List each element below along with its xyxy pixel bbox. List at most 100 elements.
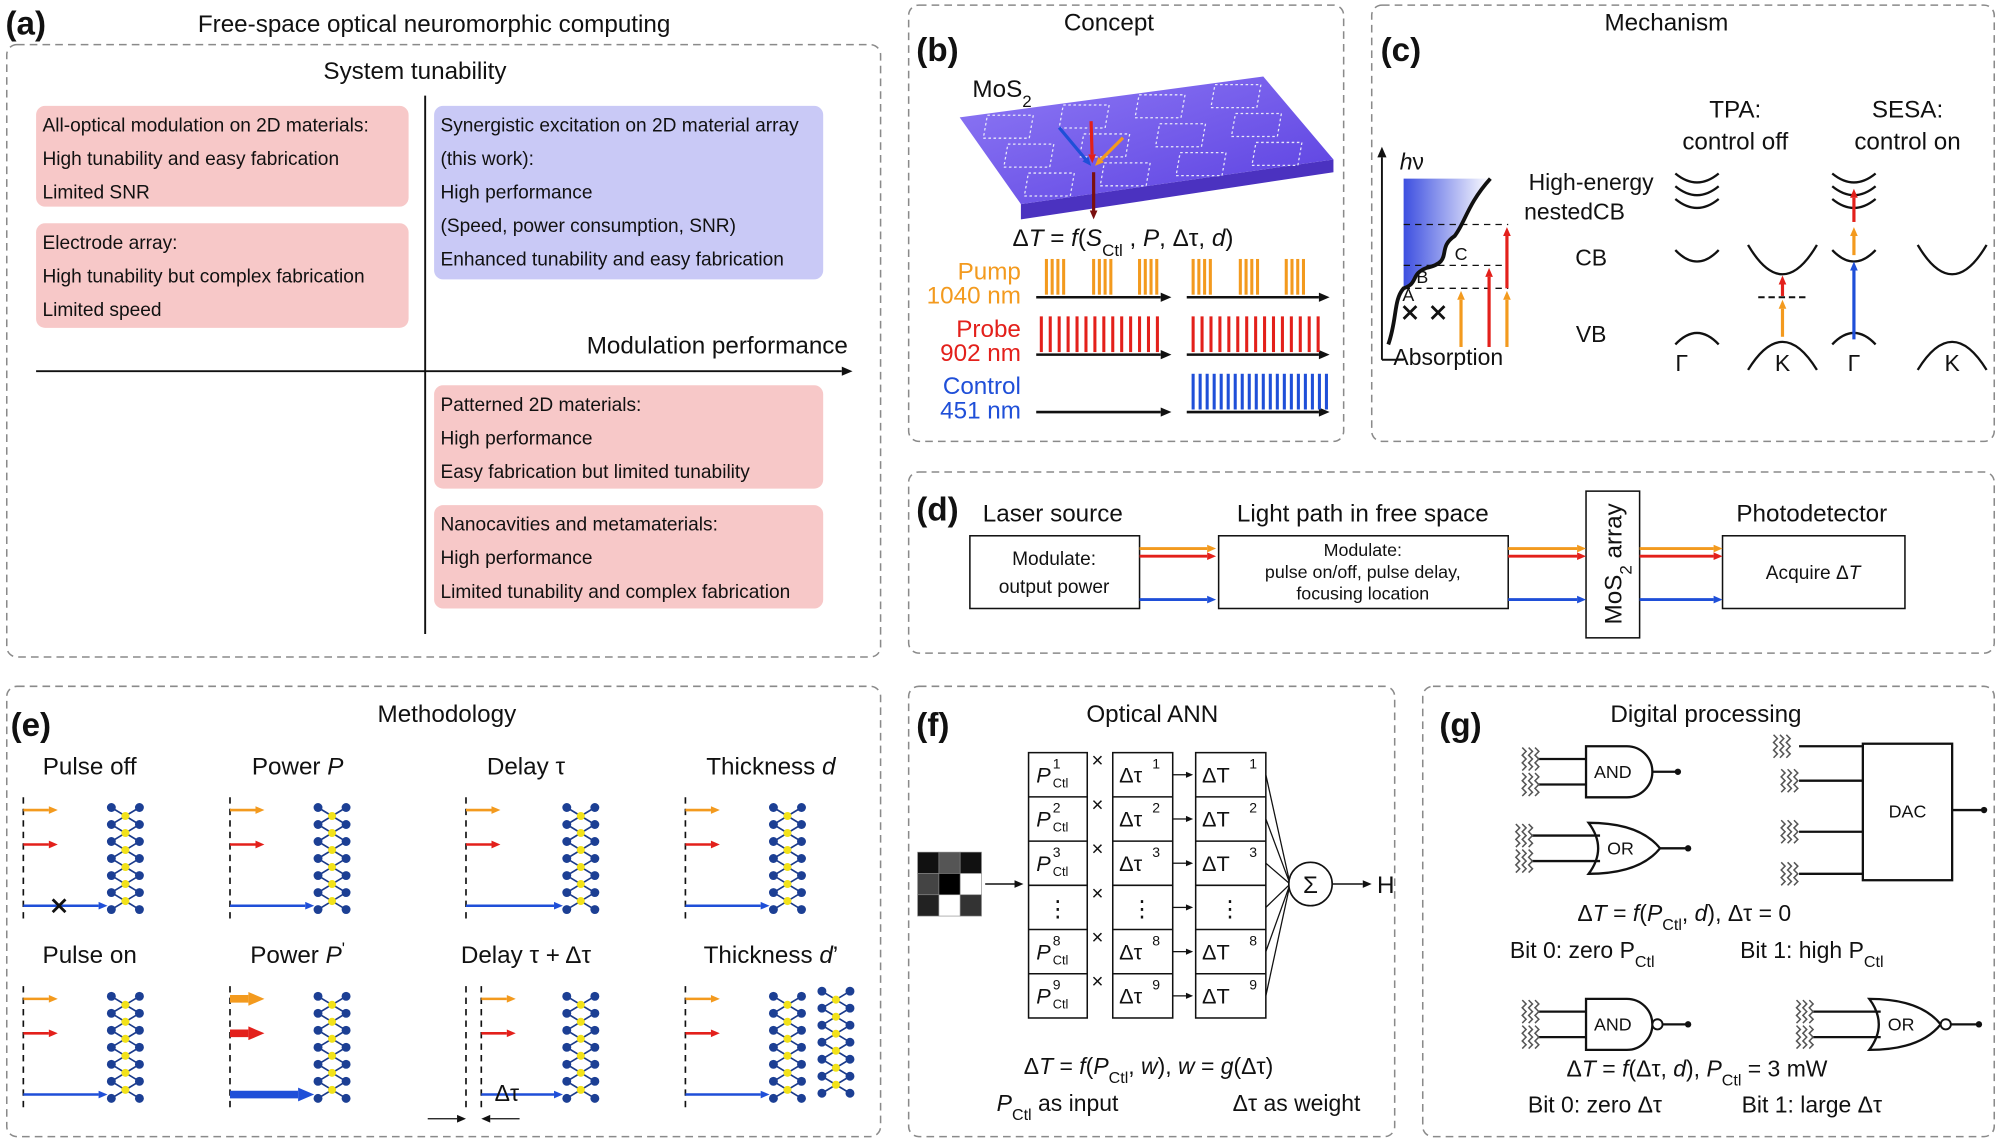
atom-mo (590, 820, 600, 829)
text-part: ), (1158, 1053, 1178, 1079)
text-part: (Δτ, (1628, 1056, 1673, 1082)
output-index: 3 (1249, 844, 1257, 860)
material-icon (1514, 849, 1521, 874)
valence-band (1747, 340, 1818, 371)
atom-mo (313, 803, 323, 812)
atom-s (576, 828, 585, 838)
box-line: Modulate: (1012, 549, 1096, 570)
dac-block (1861, 742, 1954, 882)
connection (1265, 883, 1291, 952)
time-axis-head (1318, 407, 1330, 417)
input-pixel (917, 894, 940, 917)
conduction-band (1916, 244, 1988, 276)
panel-label: (a) (5, 5, 46, 42)
multiply: × (1091, 971, 1103, 993)
atom-s (783, 880, 792, 889)
input-power-sub: Ctl (1053, 864, 1069, 879)
text-part: Ctl (1012, 1106, 1032, 1124)
text-part: = (1053, 1053, 1079, 1079)
atom-s (783, 1068, 792, 1077)
case-title: control off (1682, 128, 1788, 155)
text-part: , Δτ, (1159, 225, 1212, 252)
atom-s (576, 880, 585, 889)
material-icon (1808, 1025, 1815, 1050)
text-part: Power (252, 753, 327, 780)
atom-mo (134, 1042, 144, 1052)
axis-title: Modulation performance (587, 332, 848, 359)
atom-mo (313, 837, 323, 846)
arrow-head (1207, 595, 1217, 604)
text-part: P (1620, 937, 1635, 963)
atom-s (328, 1017, 337, 1026)
mos2-patch (1251, 141, 1303, 167)
material-icon (1801, 1025, 1808, 1050)
text-part: Bit 1: high (1740, 937, 1848, 963)
input-power: P (1036, 762, 1051, 787)
equation: ΔT = f(PCtl, d), Δτ = 0 (1577, 900, 1791, 934)
atom-mo (134, 1076, 144, 1086)
atom-s (328, 863, 337, 872)
box-line: High performance (440, 548, 592, 569)
atom-mo (797, 905, 806, 915)
atom-mo (341, 1076, 351, 1086)
atom-mo (797, 1059, 806, 1069)
atom-s (328, 1034, 337, 1043)
atom-mo (845, 1054, 855, 1064)
material-icon (1792, 819, 1799, 844)
input-pixel (917, 851, 940, 874)
panel-label: (e) (11, 707, 52, 744)
box-line: Enhanced tunability and easy fabrication (440, 250, 783, 271)
atom-mo (341, 1042, 351, 1052)
case-title: Pulse off (43, 753, 137, 780)
input-power-index: 3 (1053, 844, 1061, 860)
input-power-index: 8 (1053, 932, 1061, 948)
atom-mo (313, 871, 323, 880)
arrow (1057, 126, 1087, 160)
mos2-patch (1175, 152, 1227, 177)
text-part: ( (1078, 225, 1086, 252)
panel-frame (5, 685, 882, 1138)
atom-mo (341, 837, 351, 846)
atom-mo (768, 1042, 778, 1052)
arrow-head (1485, 267, 1493, 277)
band-label: High-energy (1529, 169, 1655, 195)
panel-label: (f) (916, 707, 949, 744)
text-part: MoS (1601, 575, 1628, 625)
atom-s (121, 1000, 130, 1009)
box-line: Easy fabrication but limited tunability (440, 462, 750, 483)
box-line: High tunability but complex fabrication (42, 266, 364, 287)
atom-mo (562, 905, 572, 915)
arrow-head (1185, 771, 1194, 778)
arrow-head (1185, 992, 1194, 999)
material-icon (1521, 747, 1528, 772)
text-part: P (327, 753, 343, 780)
arrow-head (305, 901, 315, 910)
box-line: Acquire ΔT (1766, 563, 1862, 584)
blocked (1430, 305, 1446, 320)
atom-s (328, 811, 337, 821)
arrow-head (1207, 552, 1217, 561)
atom-mo (817, 1037, 827, 1047)
multiply: × (1091, 839, 1103, 861)
text-part: d (1673, 1056, 1687, 1082)
text-part: ( (1639, 900, 1647, 926)
role-label: Δτ as weight (1233, 1090, 1361, 1116)
time-axis-head (1318, 350, 1330, 360)
atom-mo (768, 905, 778, 915)
material-icon (1533, 772, 1540, 797)
atom-mo (562, 991, 572, 1001)
beam-wavelength: 451 nm (940, 397, 1021, 424)
case-title: Pulse on (43, 942, 137, 969)
atom-mo (845, 1020, 855, 1030)
atom-s (328, 1068, 337, 1077)
atom-s (576, 811, 585, 821)
or-gate (1586, 821, 1662, 875)
atom-mo (341, 905, 351, 915)
text-part: Ctl (1102, 241, 1123, 260)
sample-box (1585, 490, 1641, 639)
arrow-head (98, 901, 108, 910)
atom-s (121, 846, 130, 855)
arrow-head (710, 806, 720, 814)
atom-s (576, 1017, 585, 1026)
weight-delay: Δτ (1119, 984, 1142, 1009)
